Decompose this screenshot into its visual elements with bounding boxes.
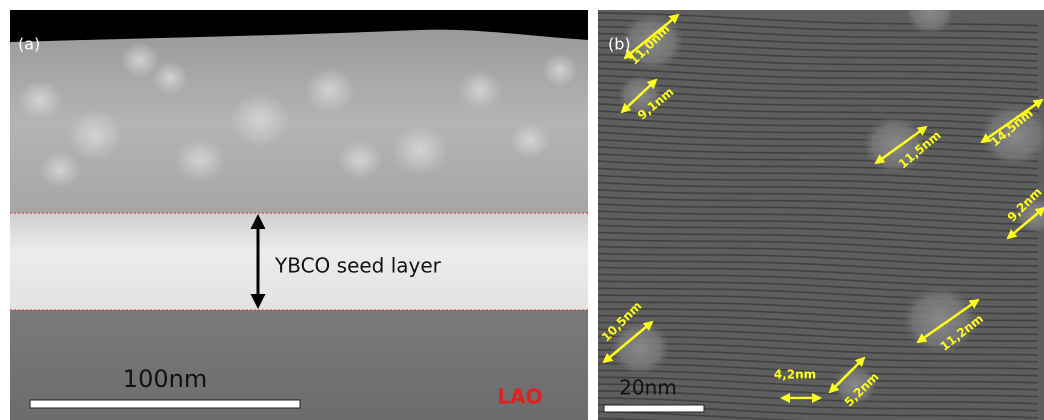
texture bbox=[67, 110, 123, 160]
measurement-label: 4,2nm bbox=[774, 368, 816, 382]
layer-annotation: YBCO seed layer bbox=[274, 254, 442, 278]
substrate-label: LAO bbox=[497, 385, 542, 409]
texture bbox=[40, 152, 80, 188]
texture bbox=[392, 125, 448, 175]
texture bbox=[510, 122, 550, 158]
texture bbox=[338, 140, 382, 180]
scale-bar-label: 100nm bbox=[123, 365, 207, 393]
texture bbox=[18, 80, 62, 120]
texture bbox=[230, 93, 290, 147]
texture bbox=[542, 54, 578, 86]
texture bbox=[120, 42, 160, 78]
figure: YBCO seed layer (a) 100nm LAO 11,0nm9,1n… bbox=[0, 0, 1044, 420]
page: YBCO seed layer (a) 100nm LAO 11,0nm9,1n… bbox=[0, 0, 1044, 420]
texture bbox=[458, 70, 502, 110]
scale-bar-label: 20nm bbox=[619, 376, 677, 400]
panel-label: (a) bbox=[18, 35, 40, 54]
panel-label: (b) bbox=[608, 35, 631, 54]
texture bbox=[175, 138, 225, 183]
texture bbox=[305, 68, 355, 113]
panel-a: YBCO seed layer (a) 100nm LAO bbox=[10, 10, 588, 420]
